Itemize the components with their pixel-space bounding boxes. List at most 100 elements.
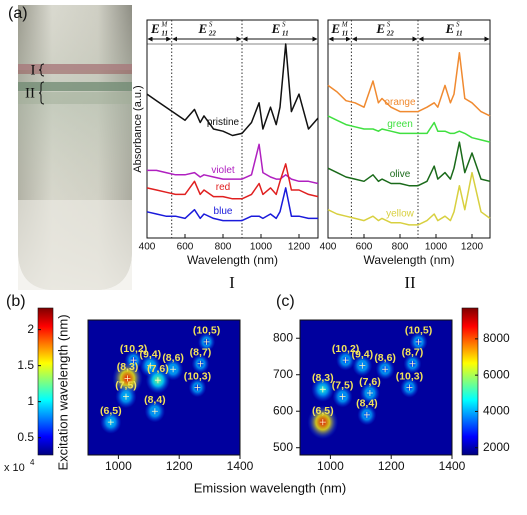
tube-photo: I II <box>18 5 132 290</box>
spot-marker <box>130 357 137 364</box>
region-letter: E <box>271 21 281 36</box>
region-sub: 22 <box>208 30 217 38</box>
region-letter: E <box>445 21 455 36</box>
y-axis-label: Absorbance (a.u.) <box>132 85 144 172</box>
band-olive <box>18 92 132 104</box>
spot-marker <box>154 377 161 384</box>
x-axis-label: Wavelength (nm) <box>364 253 455 267</box>
panel-label: (a) <box>8 5 28 22</box>
colorbar-tick-label: 1.5 <box>17 358 34 372</box>
x-tick-label: 1000 <box>105 459 132 473</box>
region-label-bg <box>443 21 465 37</box>
chirality-label: (7,6) <box>147 363 169 375</box>
region-sub: 11 <box>282 30 289 38</box>
panel-caption: II <box>404 273 416 292</box>
chirality-label: (8,3) <box>312 372 334 384</box>
region-letter: E <box>150 21 160 36</box>
region-sub: 11 <box>456 30 463 38</box>
chirality-label: (10,3) <box>396 370 423 382</box>
band-red <box>18 70 132 74</box>
chirality-label: (8,4) <box>144 394 166 406</box>
region-sub: 11 <box>161 30 168 38</box>
series-label: violet <box>211 165 235 176</box>
chirality-label: (7,5) <box>115 379 137 391</box>
chirality-label: (6,5) <box>100 405 122 417</box>
region-sup: S <box>456 21 460 29</box>
x-axis-label: Emission wavelength (nm) <box>194 480 346 495</box>
colorbar <box>37 307 54 456</box>
band-green <box>18 82 132 91</box>
region-sup: S <box>282 21 286 29</box>
region-label-bg <box>269 21 291 37</box>
panel-label: (c) <box>276 293 295 310</box>
chirality-label: (6,5) <box>312 405 334 417</box>
spectrum-line <box>146 43 319 137</box>
x-tick-label: 1000 <box>317 459 344 473</box>
spot-marker <box>339 393 346 400</box>
spectrum-line <box>146 187 318 222</box>
spot-marker <box>359 362 366 369</box>
spot-marker <box>342 357 349 364</box>
region-label-bg <box>195 21 218 37</box>
spot-marker <box>366 389 373 396</box>
region-sub: 11 <box>342 30 349 38</box>
band-violet <box>18 64 132 70</box>
x-tick-label: 600 <box>356 242 373 253</box>
chirality-label: (10,2) <box>120 343 147 355</box>
chirality-label: (10,5) <box>405 325 432 337</box>
colorbar-tick-label: 4000 <box>483 404 510 418</box>
series-label: yellow <box>386 208 415 219</box>
region-sup: M <box>160 21 168 29</box>
colorbar-multiplier: x 10 <box>4 462 25 474</box>
region-sub: 22 <box>386 30 395 38</box>
plot-frame <box>299 319 453 456</box>
spot-marker <box>319 386 326 393</box>
region-letter: E <box>375 21 385 36</box>
chirality-label: (9,4) <box>352 348 374 360</box>
tube-bottom <box>18 200 132 290</box>
x-tick-label: 1200 <box>461 242 484 253</box>
y-tick-label: 500 <box>273 440 293 454</box>
spot-marker <box>194 384 201 391</box>
x-tick-label: 400 <box>320 242 337 253</box>
series-label: blue <box>214 206 233 217</box>
spectrum-line <box>147 143 319 185</box>
y-tick-label: 800 <box>273 330 293 344</box>
region-sup: S <box>387 21 391 29</box>
chirality-label: (10,5) <box>193 325 220 337</box>
colorbar-tick-label: 2000 <box>483 440 510 454</box>
plot-frame <box>87 319 241 456</box>
spectrum-line <box>327 141 491 187</box>
spot-marker <box>170 366 177 373</box>
chirality-label: (7,6) <box>359 376 381 388</box>
x-tick-label: 400 <box>139 242 156 253</box>
chirality-label: (7,5) <box>332 379 354 391</box>
region-label-bg <box>148 21 171 37</box>
x-tick-label: 800 <box>392 242 409 253</box>
fraction-label: I <box>31 62 36 78</box>
map-spots: (10,2) (10,5) (9,4) (8,6) (8,7) (8,3)(7,5) (7,… <box>307 325 432 440</box>
series-label: red <box>216 182 230 193</box>
x-axis-label: Wavelength (nm) <box>187 253 278 267</box>
colorbar-tick-label: 8000 <box>483 331 510 345</box>
plot-frame <box>327 19 491 239</box>
chirality-label: (8,4) <box>356 398 378 410</box>
chirality-label: (10,3) <box>184 370 211 382</box>
y-tick-label: 700 <box>273 367 293 381</box>
spot-marker <box>382 366 389 373</box>
panel-caption: I <box>229 273 235 292</box>
region-label-bg <box>373 21 396 37</box>
chirality-label: (8,6) <box>162 352 184 364</box>
chirality-label: (8,6) <box>374 352 396 364</box>
x-tick-label: 1200 <box>166 459 193 473</box>
x-tick-label: 1400 <box>227 459 254 473</box>
region-sup: S <box>209 21 213 29</box>
chirality-label: (8,7) <box>402 347 424 359</box>
plot-frame <box>146 19 319 239</box>
x-tick-label: 1000 <box>425 242 448 253</box>
spot-marker <box>151 408 158 415</box>
y-axis-label: Excitation wavelength (nm) <box>55 314 70 470</box>
brace <box>38 81 45 105</box>
x-tick-label: 800 <box>215 242 232 253</box>
